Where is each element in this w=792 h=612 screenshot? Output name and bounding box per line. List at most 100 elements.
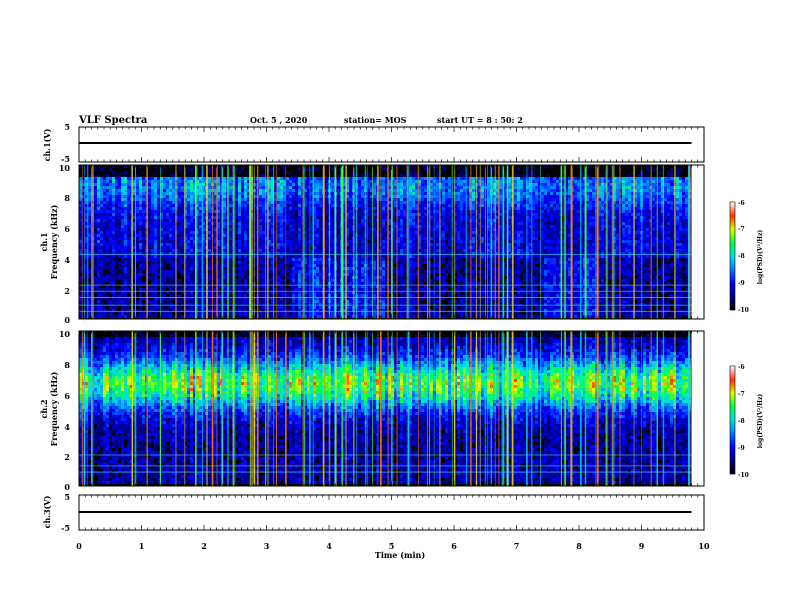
spectrogram-cell (202, 282, 205, 285)
spectrogram-cell (298, 249, 301, 252)
spectrogram-cell (97, 297, 100, 300)
spectrogram-cell (208, 186, 211, 189)
spectrogram-cell (193, 210, 196, 213)
spectrogram-cell (214, 288, 217, 291)
spectrogram-cell (136, 198, 139, 201)
spectrogram-cell (238, 201, 241, 204)
spectrogram-cell (112, 285, 115, 288)
spectrogram-cell (157, 279, 160, 282)
spectrogram-cell (223, 264, 226, 267)
spectrogram-cell (337, 237, 340, 240)
spectrogram-cell (148, 237, 151, 240)
spectrogram-cell (277, 270, 280, 273)
spectrogram-cell (190, 180, 193, 183)
spectrogram-cell (325, 312, 328, 315)
spectrogram-cell (172, 309, 175, 312)
spectrogram-cell (163, 309, 166, 312)
spectrogram-cell (373, 267, 376, 270)
spectrogram-cell (346, 231, 349, 234)
spectrogram-cell (286, 255, 289, 258)
spectrogram-cell (136, 186, 139, 189)
spectrogram-cell (370, 177, 373, 180)
spectrogram-cell (172, 255, 175, 258)
spectrogram-cell (94, 213, 97, 216)
spectrogram-cell (331, 306, 334, 309)
spectrogram-cell (193, 264, 196, 267)
spectrogram-cell (346, 222, 349, 225)
spectrogram-cell (133, 291, 136, 294)
spectrogram-cell (172, 306, 175, 309)
spectrogram-cell (82, 240, 85, 243)
spectrogram-cell (118, 288, 121, 291)
spectrogram-cell (331, 189, 334, 192)
spectrogram-cell (259, 273, 262, 276)
spectrogram-cell (208, 228, 211, 231)
spectrogram-cell (325, 237, 328, 240)
spectrogram-cell (199, 189, 202, 192)
spectrogram-cell (283, 204, 286, 207)
spectrogram-cell (361, 198, 364, 201)
spectrogram-cell (181, 207, 184, 210)
spectrogram-cell (367, 225, 370, 228)
spectrogram-cell (214, 312, 217, 315)
spectrogram-cell (139, 249, 142, 252)
spectrogram-cell (172, 294, 175, 297)
spectrogram-cell (79, 204, 82, 207)
spectrogram-cell (268, 192, 271, 195)
spectrogram-cell (100, 183, 103, 186)
spectrogram-cell (214, 291, 217, 294)
spectrogram-cell (121, 195, 124, 198)
spectrogram-cell (316, 186, 319, 189)
spectrogram-cell (250, 177, 253, 180)
spectrogram-cell (127, 216, 130, 219)
spectrogram-cell (304, 294, 307, 297)
spectrogram-cell (346, 294, 349, 297)
spectrogram-cell (127, 177, 130, 180)
spectrogram-cell (277, 213, 280, 216)
spectrogram-cell (286, 291, 289, 294)
spectrogram-cell (286, 300, 289, 303)
spectrogram-cell (229, 273, 232, 276)
spectrogram-cell (229, 291, 232, 294)
spectrogram-cell (187, 309, 190, 312)
spectrogram-cell (244, 195, 247, 198)
spectrogram-cell (316, 177, 319, 180)
spectrogram-cell (238, 198, 241, 201)
spectrogram-cell (316, 303, 319, 306)
spectrogram-cell (229, 237, 232, 240)
spectrogram-cell (151, 189, 154, 192)
spectrogram-cell (199, 204, 202, 207)
spectrogram-cell (100, 258, 103, 261)
spectrogram-cell (319, 183, 322, 186)
spectrogram-cell (262, 306, 265, 309)
spectrogram-cell (283, 234, 286, 237)
spectrogram-cell (118, 177, 121, 180)
spectrogram-cell (82, 276, 85, 279)
spectrogram-cell (370, 255, 373, 258)
spectrogram-cell (349, 300, 352, 303)
spectrogram-cell (181, 297, 184, 300)
spectrogram-cell (94, 189, 97, 192)
spectrogram-cell (373, 258, 376, 261)
spectrogram-cell (268, 285, 271, 288)
spectrogram-cell (106, 264, 109, 267)
spectrogram-cell (298, 204, 301, 207)
spectrogram-cell (319, 279, 322, 282)
spectrogram-cell (319, 243, 322, 246)
spectrogram-cell (385, 297, 388, 300)
spectrogram-cell (79, 309, 82, 312)
spectrogram-cell (139, 273, 142, 276)
spectrogram-cell (199, 231, 202, 234)
spectrogram-cell (301, 288, 304, 291)
spectrogram-cell (262, 177, 265, 180)
spectrogram-cell (223, 246, 226, 249)
spectrogram-cell (319, 231, 322, 234)
spectrogram-cell (298, 210, 301, 213)
spectrogram-cell (154, 225, 157, 228)
spectrogram-cell (82, 177, 85, 180)
spectrogram-cell (304, 300, 307, 303)
spectrogram-cell (274, 231, 277, 234)
spectrogram-cell (88, 237, 91, 240)
spectrogram-cell (112, 255, 115, 258)
spectrogram-cell (109, 195, 112, 198)
